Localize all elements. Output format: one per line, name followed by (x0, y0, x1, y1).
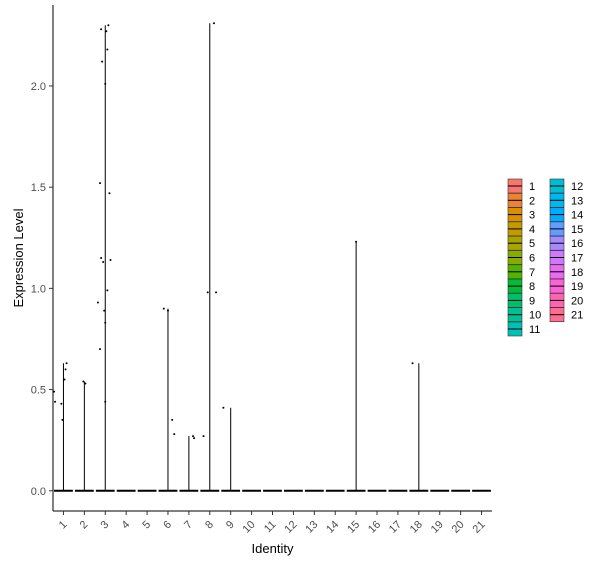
legend-item: 17 (549, 250, 583, 265)
data-point (222, 406, 225, 409)
data-point (63, 378, 66, 381)
data-point (166, 309, 169, 312)
data-point (64, 368, 67, 371)
legend-item: 1 (507, 178, 535, 194)
data-point (61, 418, 64, 421)
data-point (171, 418, 174, 421)
y-axis-title: Expression Level (11, 208, 26, 307)
data-point (104, 321, 107, 324)
data-point (105, 30, 108, 33)
data-point (355, 240, 358, 243)
legend-item: 18 (549, 264, 583, 280)
y-tick-label: 0.0 (31, 486, 46, 498)
legend-label: 2 (529, 195, 535, 207)
legend-label: 7 (529, 267, 535, 279)
data-point (99, 348, 102, 351)
data-point (212, 22, 215, 25)
y-axis-ticks: 0.0 0.5 1.0 1.5 2.0 (31, 81, 53, 498)
y-tick-label: 2.0 (31, 81, 46, 93)
legend-item: 8 (507, 278, 535, 294)
legend-item: 6 (507, 250, 535, 265)
legend-item: 12 (549, 178, 583, 194)
y-tick-label: 0.5 (31, 385, 46, 397)
data-point (173, 433, 176, 436)
legend-label: 15 (571, 224, 583, 236)
points-layer (53, 22, 414, 440)
data-point (202, 435, 205, 438)
data-point (192, 435, 195, 438)
data-point (96, 301, 99, 304)
data-point (100, 257, 103, 259)
violin-layer (54, 23, 491, 492)
legend-item: 15 (549, 221, 583, 237)
data-point (65, 362, 68, 365)
data-point (101, 60, 104, 63)
legend-item: 10 (507, 307, 541, 323)
legend-label: 14 (571, 210, 583, 222)
y-tick-label: 1.5 (31, 182, 46, 194)
legend-label: 19 (571, 281, 583, 293)
data-point (107, 24, 110, 27)
legend-label: 8 (529, 281, 535, 293)
data-point (106, 48, 109, 51)
legend-label: 11 (529, 324, 540, 336)
legend-item: 21 (549, 307, 583, 323)
legend-item: 4 (507, 221, 535, 237)
legend-label: 21 (571, 310, 583, 322)
y-tick-label: 1.0 (31, 283, 46, 295)
legend-item: 20 (549, 293, 583, 308)
data-point (84, 382, 87, 385)
legend-item: 9 (507, 293, 535, 308)
legend-label: 10 (529, 310, 541, 322)
data-point (60, 402, 63, 405)
legend-label: 5 (529, 238, 535, 250)
legend-label: 20 (571, 295, 583, 307)
legend-item: 3 (507, 207, 535, 222)
legend-label: 3 (529, 210, 535, 222)
legend-item: 5 (507, 235, 535, 251)
data-point (104, 82, 107, 85)
legend-item: 11 (507, 321, 540, 337)
x-axis-title: Identity (252, 541, 294, 556)
data-point (82, 380, 85, 383)
legend-item: 7 (507, 264, 535, 280)
data-point (108, 192, 111, 195)
data-point (193, 437, 196, 440)
data-point (106, 289, 109, 292)
data-point (100, 28, 103, 31)
data-point (215, 291, 218, 294)
legend-label: 16 (571, 238, 583, 250)
data-point (411, 362, 414, 365)
legend-item: 13 (549, 193, 583, 208)
legend-label: 13 (571, 195, 583, 207)
legend-label: 17 (571, 253, 583, 265)
data-point (54, 400, 57, 403)
legend-label: 18 (571, 267, 583, 279)
legend-label: 6 (529, 253, 535, 265)
legend-label: 1 (529, 181, 535, 193)
data-point (104, 400, 107, 403)
legend-label: 12 (571, 181, 583, 193)
legend-label: 4 (529, 224, 535, 236)
data-point (109, 259, 112, 262)
legend-item: 2 (507, 193, 535, 208)
legend-label: 9 (529, 295, 535, 307)
data-point (102, 261, 105, 264)
data-point (53, 390, 56, 393)
legend-item: 16 (549, 235, 583, 251)
data-point (206, 291, 209, 294)
data-point (162, 307, 165, 310)
data-point (99, 182, 102, 185)
data-point (103, 309, 106, 312)
